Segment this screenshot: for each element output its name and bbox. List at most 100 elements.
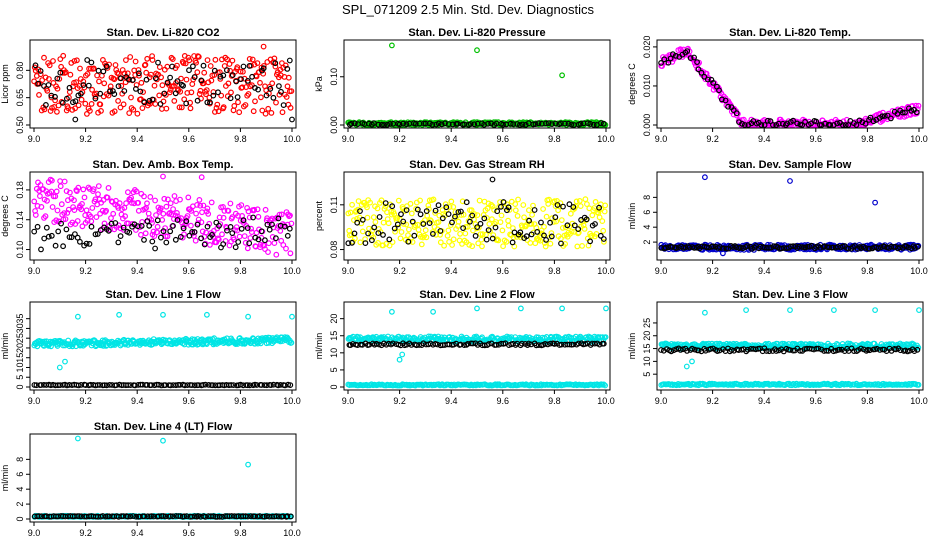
data-point (862, 120, 869, 127)
x-tick-label: 9.6 (183, 528, 196, 538)
data-point (139, 105, 146, 111)
data-point (58, 220, 64, 227)
data-point (88, 100, 95, 107)
data-point (234, 64, 241, 71)
data-point (202, 88, 209, 95)
x-tick-label: 10.0 (283, 528, 301, 538)
data-point (175, 215, 182, 222)
data-point (152, 75, 159, 82)
data-point (831, 307, 837, 314)
data-point (287, 513, 294, 520)
data-point (741, 122, 748, 128)
data-point (230, 107, 237, 114)
data-point (450, 203, 457, 210)
data-point (89, 86, 95, 93)
data-point (80, 82, 87, 88)
data-point (238, 76, 244, 82)
data-point (95, 191, 101, 198)
data-point (417, 197, 424, 204)
y-tick-label: 6 (642, 210, 652, 215)
data-point (161, 90, 168, 97)
y-tick-label: 2 (15, 502, 25, 507)
data-point (834, 120, 840, 127)
data-point (400, 221, 407, 227)
data-point (744, 346, 751, 353)
data-point (160, 311, 166, 318)
data-point (211, 67, 218, 74)
data-point (568, 121, 575, 128)
data-point (378, 121, 385, 128)
x-tick-label: 9.4 (445, 134, 458, 144)
data-point (499, 227, 506, 234)
data-point (130, 513, 137, 519)
x-tick-label: 9.4 (131, 396, 144, 406)
data-point (474, 47, 480, 54)
x-tick-label: 9.6 (183, 134, 196, 144)
data-point (396, 356, 403, 363)
data-point (220, 104, 227, 110)
data-point (203, 87, 210, 93)
data-point (117, 233, 124, 240)
data-point (237, 68, 244, 75)
x-tick-label: 9.0 (655, 134, 668, 144)
data-point (796, 243, 802, 250)
data-point (515, 196, 521, 203)
data-point (888, 115, 894, 122)
data-point (485, 120, 491, 127)
plot-frame (656, 171, 924, 261)
data-point (710, 243, 716, 250)
data-point (541, 223, 547, 230)
data-point (32, 212, 39, 218)
data-point (166, 89, 173, 96)
data-point (249, 73, 256, 80)
data-point (141, 99, 148, 106)
data-point (208, 77, 215, 84)
data-point (117, 104, 124, 111)
data-point (169, 63, 176, 70)
data-point (249, 56, 256, 63)
data-point (86, 240, 93, 247)
data-point (105, 227, 112, 234)
data-point (206, 241, 213, 248)
data-point (52, 97, 58, 104)
data-point (48, 94, 55, 101)
plot-frame (656, 301, 924, 391)
data-point (124, 189, 131, 196)
data-point (457, 230, 464, 237)
data-point (223, 224, 230, 231)
data-point (362, 240, 369, 247)
data-point (234, 94, 241, 100)
x-tick-label: 9.0 (342, 396, 355, 406)
data-point (519, 121, 526, 128)
x-tick-label: 9.2 (79, 134, 92, 144)
data-point (167, 228, 174, 235)
data-point (276, 91, 283, 98)
data-point (710, 79, 717, 86)
data-point (246, 382, 253, 389)
data-point (244, 513, 251, 520)
y-axis-label: Licor ppm (0, 64, 10, 104)
data-point (61, 178, 68, 185)
data-point (171, 97, 178, 104)
data-point (149, 96, 156, 103)
data-point (148, 513, 155, 519)
data-point (477, 231, 484, 238)
data-point (464, 341, 471, 347)
data-point (152, 197, 159, 204)
x-tick-label: 9.4 (445, 396, 458, 406)
data-point (602, 202, 609, 209)
y-tick-label: 0 (329, 384, 339, 389)
data-point (766, 348, 773, 355)
data-point (283, 94, 290, 100)
data-point (221, 63, 228, 69)
data-point (233, 78, 240, 85)
data-point (230, 382, 237, 389)
data-point (189, 81, 196, 87)
data-point (414, 206, 421, 213)
data-point (437, 239, 444, 246)
data-point (768, 244, 774, 251)
data-point (387, 120, 393, 127)
x-tick-label: 9.6 (183, 396, 196, 406)
data-point (245, 91, 252, 97)
data-point (552, 214, 559, 221)
